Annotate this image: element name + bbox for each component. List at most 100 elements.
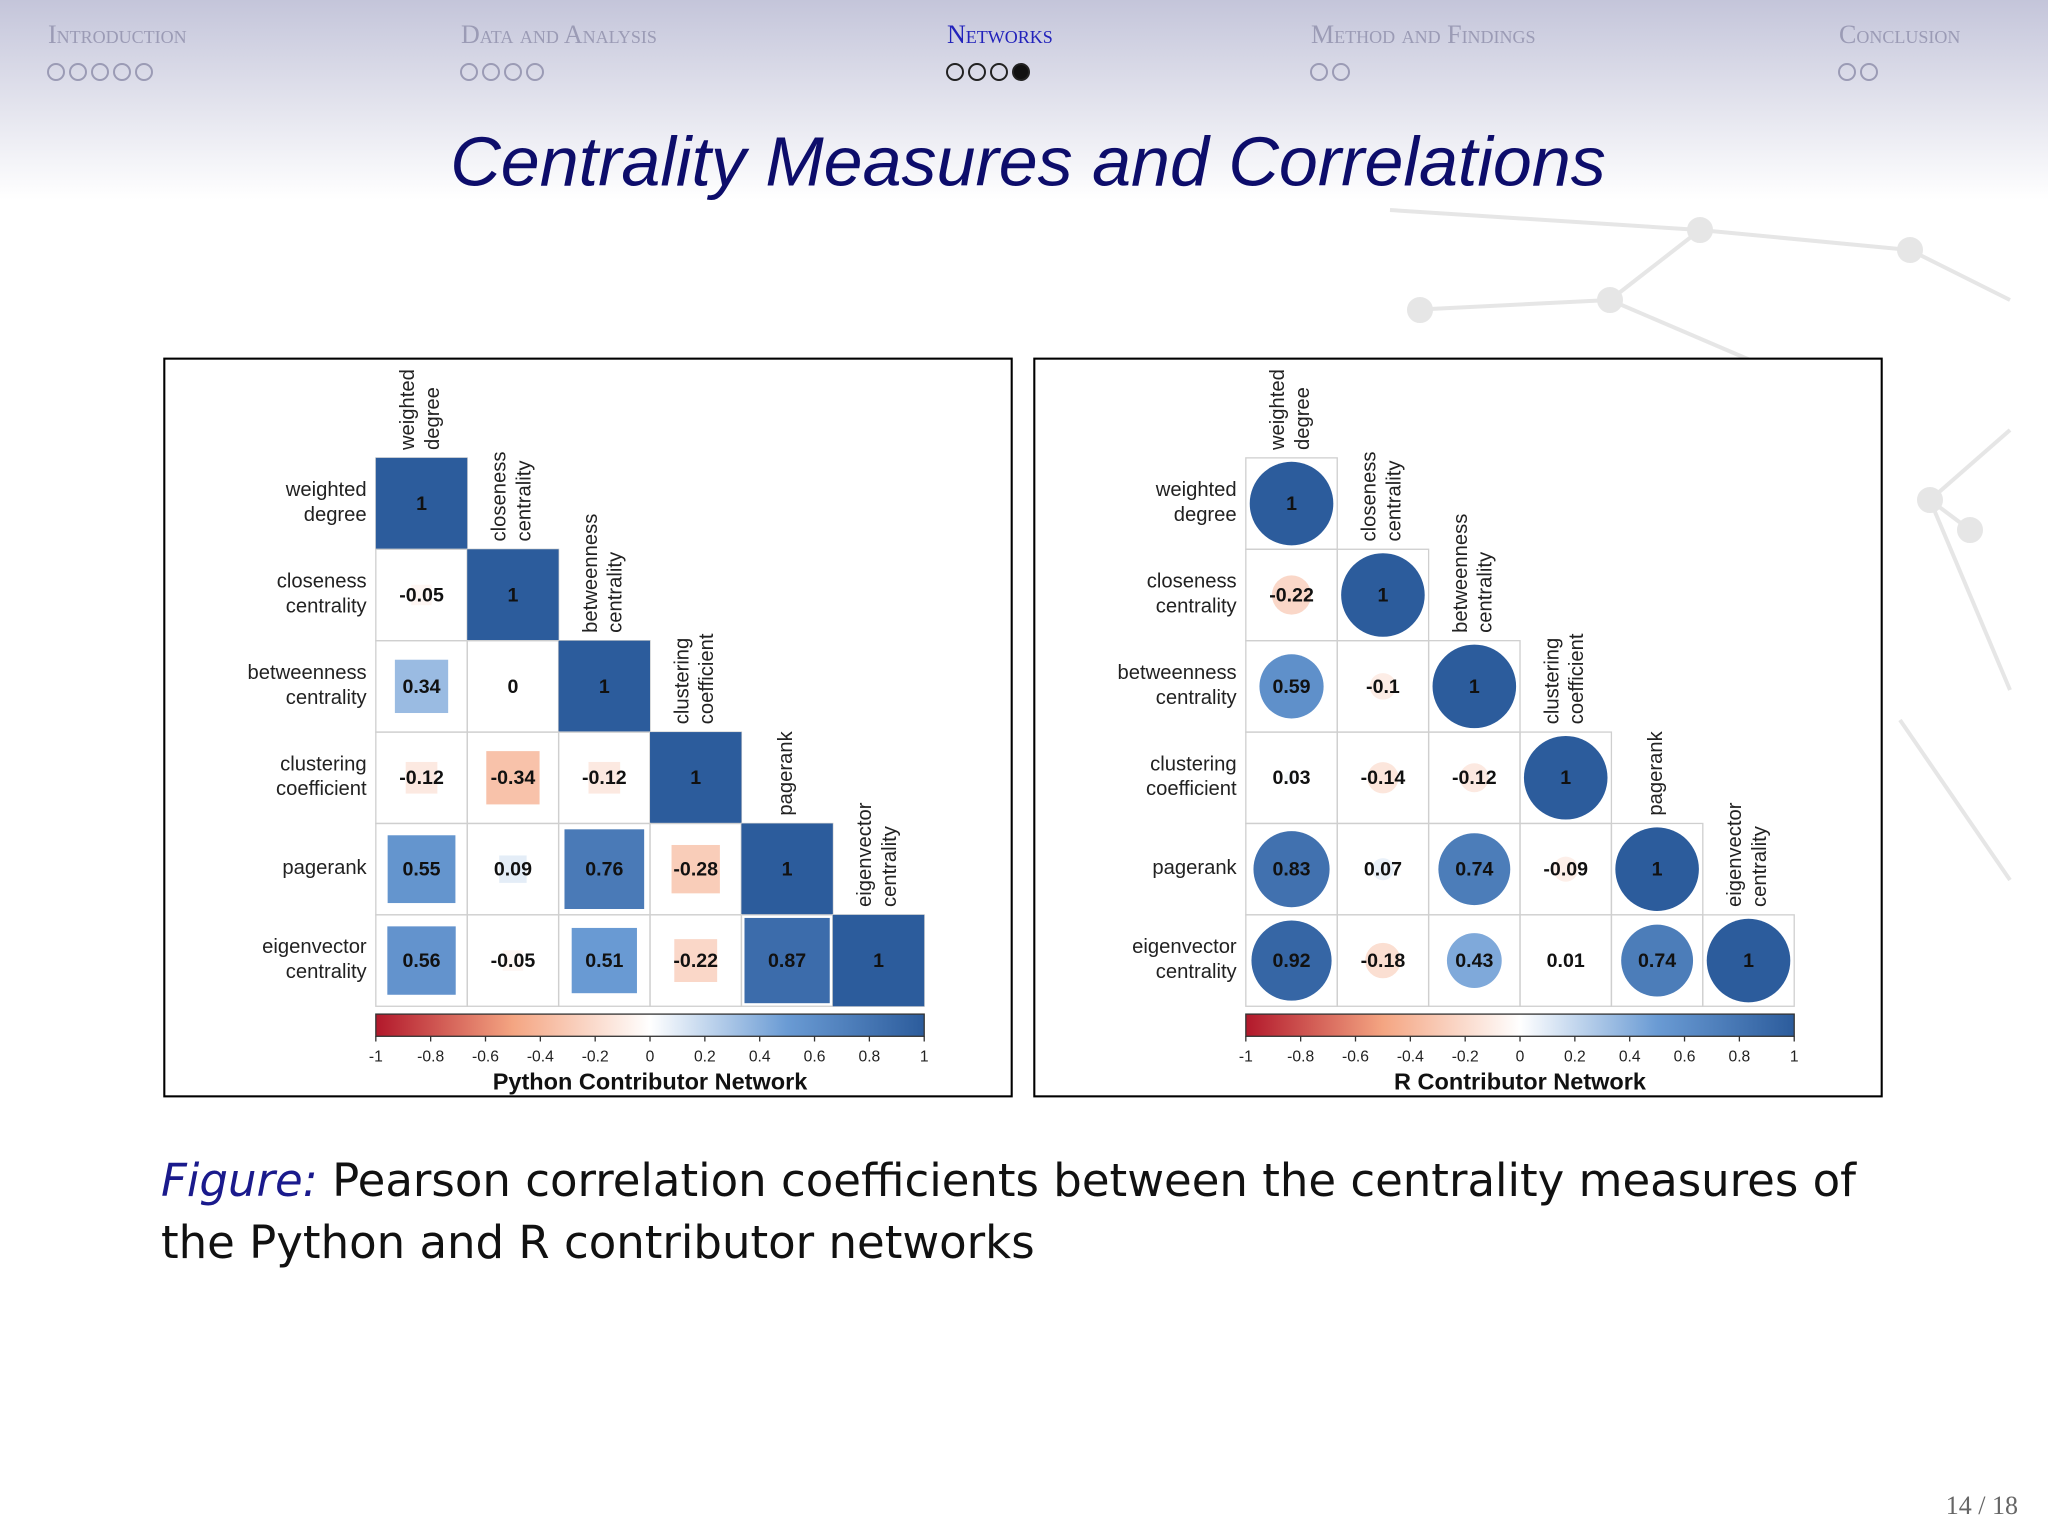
correlation-square: [650, 732, 742, 824]
correlation-square: [571, 927, 637, 994]
value-label: 1: [1469, 676, 1480, 698]
value-label: 1: [1377, 584, 1388, 606]
value-label: -0.12: [582, 767, 627, 789]
background-network: [1389, 208, 2012, 882]
row-label: clustering coefficient: [276, 754, 367, 801]
column-label: clustering coefficient: [1542, 633, 1589, 724]
value-label: -0.22: [1269, 584, 1314, 606]
correlation-circle: [1459, 763, 1489, 793]
colorbar-tick-label: -0.4: [527, 1048, 554, 1065]
colorbar-tick-label: 0.4: [1619, 1048, 1641, 1065]
colorbar-tick-label: -0.2: [1452, 1048, 1479, 1065]
colorbar-tick-label: -0.2: [582, 1048, 609, 1065]
value-label: -0.12: [399, 767, 444, 789]
correlation-circle: [1341, 553, 1425, 637]
value-label: -0.14: [1361, 767, 1406, 789]
page-number: 14 / 18: [1946, 1491, 2018, 1520]
value-label: 1: [1286, 493, 1297, 515]
nav-frame-dot: [1860, 63, 1878, 81]
correlation-square: [558, 640, 651, 733]
correlation-square: [832, 914, 925, 1007]
row-label: eigenvector centrality: [1132, 937, 1237, 984]
value-label: 1: [416, 493, 427, 515]
nav-frame-dot: [460, 63, 478, 81]
column-label-group: pagerank: [775, 730, 797, 815]
colorbar-tick-label: 0.8: [1728, 1048, 1750, 1065]
correlation-square: [467, 549, 559, 641]
correlation-square: [674, 939, 718, 982]
colorbar-tick-label: 1: [1790, 1048, 1799, 1065]
value-label: 0.87: [768, 950, 806, 972]
colorbar-tick-label: 0.2: [1564, 1048, 1586, 1065]
correlation-circle: [1284, 770, 1299, 786]
row-label: closeness centrality: [277, 571, 368, 618]
column-label: clustering coefficient: [672, 633, 719, 724]
column-label: betweenness centrality: [580, 514, 627, 633]
colorbar-tick-label: -0.6: [1342, 1048, 1369, 1065]
value-label: -0.09: [1543, 859, 1588, 881]
column-label: weighted degree: [1267, 369, 1314, 451]
value-label: 1: [599, 676, 610, 698]
value-label: 0.01: [1547, 950, 1585, 972]
value-label: 0.59: [1272, 676, 1310, 698]
value-label: 1: [1652, 859, 1663, 881]
column-label-group: eigenvector centrality: [854, 802, 901, 907]
colorbar-tick-label: -0.6: [472, 1048, 499, 1065]
value-label: -0.22: [673, 950, 718, 972]
value-label: -0.28: [673, 859, 718, 881]
nav-frame-dot: [47, 63, 65, 81]
chart: weighted degree weighted degree closeness cen…: [163, 357, 1013, 1098]
correlation-square: [387, 835, 456, 904]
correlation-square: [405, 761, 438, 794]
correlation-circle: [1371, 858, 1394, 881]
nav-frame-dot: [1838, 63, 1856, 81]
column-label: betweenness centrality: [1450, 514, 1497, 633]
nav-section: Data and Analysis: [461, 20, 657, 49]
column-label: closeness centrality: [1359, 452, 1406, 542]
value-label: 1: [873, 950, 884, 972]
nav-section: Introduction: [48, 20, 187, 49]
colorbar-tick-label: 0.8: [858, 1048, 880, 1065]
row-label: weighted degree: [285, 480, 367, 527]
column-label: pagerank: [775, 730, 797, 815]
column-label-group: weighted degree: [1267, 369, 1314, 451]
row-label: eigenvector centrality: [262, 937, 367, 984]
row-label: clustering coefficient: [1146, 754, 1237, 801]
value-label: -0.1: [1366, 676, 1400, 698]
value-label: 0.83: [1272, 859, 1310, 881]
value-label: 0.55: [402, 859, 440, 881]
value-label: 0.43: [1455, 950, 1493, 972]
nav-section: Method and Findings: [1311, 20, 1536, 49]
value-label: -0.34: [491, 767, 536, 789]
value-label: 0.74: [1455, 859, 1493, 881]
column-label-group: clustering coefficient: [1542, 633, 1589, 724]
value-label: 0: [507, 676, 518, 698]
correlation-circle: [1615, 827, 1699, 911]
correlation-circle: [1561, 956, 1570, 965]
colorbar-tick-label: 0.4: [749, 1048, 771, 1065]
correlation-circle: [1432, 644, 1517, 729]
figure-caption: Figure: Pearson correlation coefficients…: [161, 1150, 1881, 1274]
row-label: pagerank: [282, 858, 367, 880]
nav-frame-dot: [946, 63, 964, 81]
column-label-group: closeness centrality: [1359, 452, 1406, 542]
nav-frame-dot: [91, 63, 109, 81]
nav-frame-dot: [968, 63, 986, 81]
x-axis-label: R Contributor Network: [1394, 1069, 1647, 1095]
cell-border: [1702, 914, 1795, 1007]
nav-frame-dot: [113, 63, 131, 81]
row-label: closeness centrality: [1147, 571, 1238, 618]
correlation-square: [744, 917, 830, 1004]
value-label: -0.12: [1452, 767, 1497, 789]
correlation-square: [564, 829, 645, 910]
nav-section: Conclusion: [1839, 20, 1960, 49]
column-label: closeness centrality: [489, 452, 536, 542]
correlation-circle: [1621, 924, 1694, 997]
value-label: 1: [690, 767, 701, 789]
correlation-circle: [1259, 654, 1324, 719]
row-label: betweenness centrality: [1118, 662, 1238, 709]
column-label-group: betweenness centrality: [1450, 514, 1497, 633]
column-label: eigenvector centrality: [1724, 802, 1771, 907]
